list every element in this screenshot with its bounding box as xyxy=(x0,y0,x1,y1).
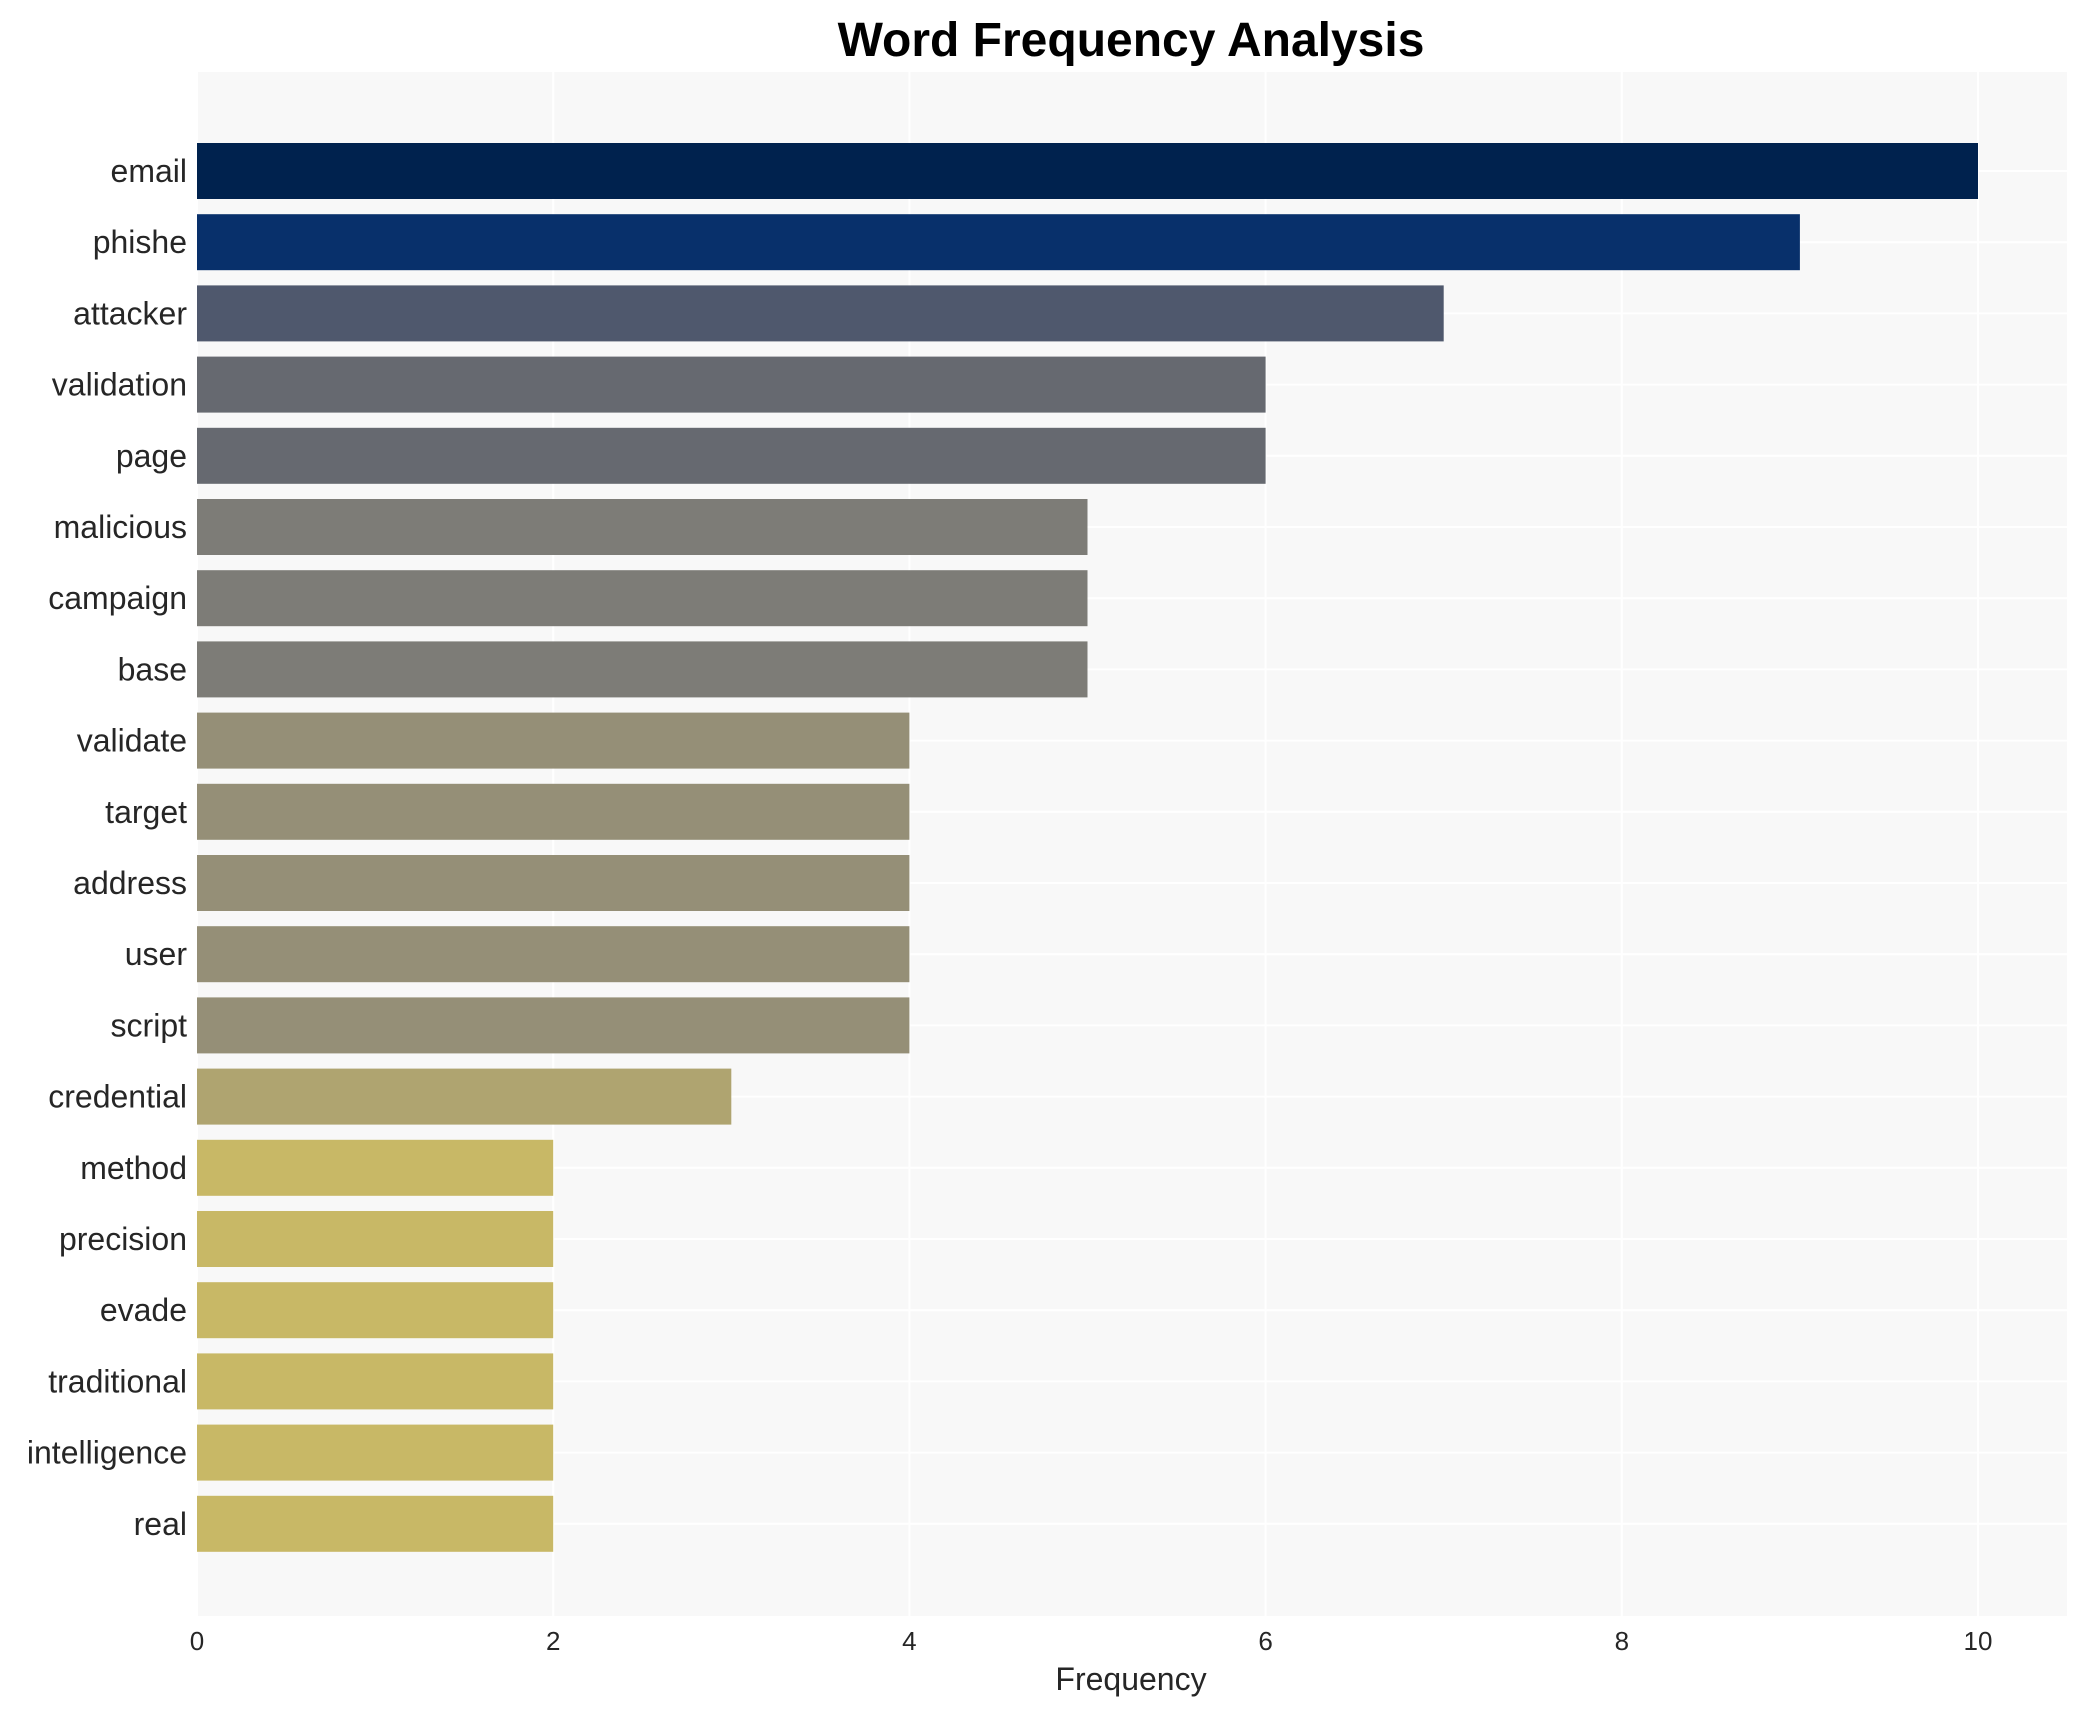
y-tick-label-phishe: phishe xyxy=(93,224,187,260)
bar-credential xyxy=(197,1068,732,1125)
y-tick-label-campaign: campaign xyxy=(48,580,187,616)
bar-precision xyxy=(197,1211,554,1267)
y-tick-label-script: script xyxy=(111,1007,188,1043)
bar-malicious xyxy=(197,499,1088,555)
bar-method xyxy=(197,1139,554,1196)
chart-title: Word Frequency Analysis xyxy=(838,14,1425,67)
y-tick-label-evade: evade xyxy=(100,1292,187,1328)
bar-intelligence xyxy=(197,1424,554,1481)
bar-base xyxy=(197,641,1088,698)
x-tick-label-5: 10 xyxy=(1964,1626,1993,1656)
y-tick-label-method: method xyxy=(80,1150,187,1186)
bar-validation xyxy=(197,356,1266,413)
x-tick-label-1: 2 xyxy=(546,1626,560,1656)
x-tick-label-4: 8 xyxy=(1615,1626,1629,1656)
x-tick-label-3: 6 xyxy=(1258,1626,1272,1656)
y-tick-label-intelligence: intelligence xyxy=(27,1435,187,1471)
bar-target xyxy=(197,783,910,840)
y-tick-label-base: base xyxy=(118,651,187,687)
bar-script xyxy=(197,997,910,1054)
bar-email xyxy=(197,143,1978,199)
bar-real xyxy=(197,1495,554,1552)
bar-campaign xyxy=(197,570,1088,627)
x-tick-label-2: 4 xyxy=(902,1626,916,1656)
bar-attacker xyxy=(197,285,1444,342)
y-tick-label-malicious: malicious xyxy=(54,509,187,545)
y-tick-labels: email phishe attacker validation page malicio… xyxy=(27,153,187,1542)
bar-traditional xyxy=(197,1353,554,1410)
y-tick-label-validation: validation xyxy=(52,367,187,403)
y-tick-label-traditional: traditional xyxy=(48,1363,187,1399)
bar-page xyxy=(197,427,1266,484)
x-tick-labels: 0 2 4 6 8 10 xyxy=(190,1626,1993,1656)
bars xyxy=(197,143,1978,1552)
bar-evade xyxy=(197,1282,554,1339)
y-tick-label-real: real xyxy=(134,1506,187,1542)
y-tick-label-validate: validate xyxy=(77,723,187,759)
y-tick-label-credential: credential xyxy=(48,1079,187,1115)
bar-phishe xyxy=(197,214,1800,271)
y-tick-label-page: page xyxy=(116,438,187,474)
y-tick-label-target: target xyxy=(105,794,187,830)
x-axis-label: Frequency xyxy=(1055,1661,1206,1697)
y-tick-label-email: email xyxy=(111,153,187,189)
x-tick-label-0: 0 xyxy=(190,1626,204,1656)
bar-validate xyxy=(197,712,910,769)
y-tick-label-attacker: attacker xyxy=(73,295,187,331)
bar-user xyxy=(197,926,910,983)
y-tick-label-precision: precision xyxy=(59,1221,187,1257)
y-tick-label-address: address xyxy=(73,865,187,901)
bar-address xyxy=(197,855,910,911)
y-tick-label-user: user xyxy=(125,936,188,972)
